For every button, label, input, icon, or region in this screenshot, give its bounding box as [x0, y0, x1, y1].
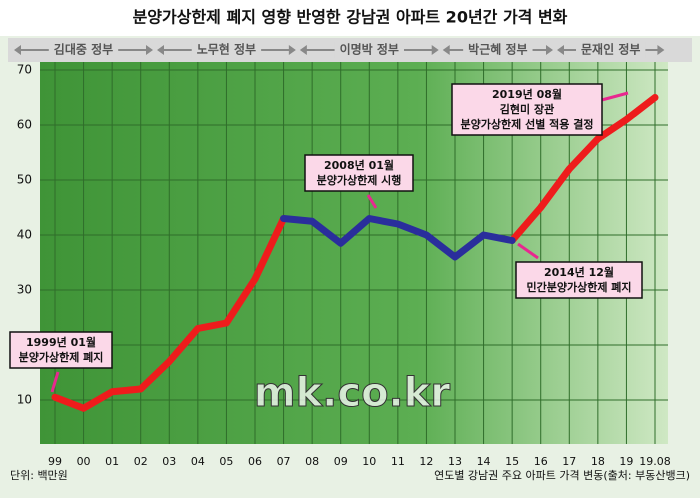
watermark: mk.co.kr — [254, 370, 450, 416]
x-tick-label: 14 — [477, 455, 491, 468]
annotation-text: 김현미 장관 — [500, 102, 554, 116]
x-tick-label: 03 — [162, 455, 176, 468]
era-label: 노무현 정부 — [197, 42, 256, 57]
era-label-bg — [576, 42, 646, 58]
annotation-text: 민간분양가상한제 폐지 — [526, 280, 631, 294]
x-tick-label: 19 — [619, 455, 633, 468]
x-tick-label: 17 — [562, 455, 576, 468]
annotation-text: 2014년 12월 — [544, 265, 614, 279]
source-note: 연도별 강남권 주요 아파트 가격 변동(출처: 부동산뱅크) — [434, 469, 690, 482]
era-label: 문재인 정부 — [581, 42, 640, 57]
x-tick-label: 18 — [591, 455, 605, 468]
y-tick-label: 30 — [17, 283, 32, 297]
y-tick-label: 60 — [17, 118, 32, 132]
x-tick-label: 19.08 — [639, 455, 671, 468]
unit-note: 단위: 백만원 — [10, 469, 68, 482]
era-label: 이명박 정부 — [340, 42, 399, 57]
y-tick-label: 50 — [17, 173, 32, 187]
x-tick-label: 99 — [48, 455, 62, 468]
x-tick-label: 02 — [134, 455, 148, 468]
x-tick-label: 13 — [448, 455, 462, 468]
era-label-bg — [334, 42, 404, 58]
annotation-box — [451, 83, 603, 136]
y-tick-label: 40 — [17, 228, 32, 242]
price-line — [51, 94, 659, 412]
x-tick-label: 00 — [77, 455, 91, 468]
annotation-text: 2008년 01월 — [324, 158, 394, 172]
annotation-text: 1999년 01월 — [26, 335, 96, 349]
x-tick-label: 04 — [191, 455, 205, 468]
price-line — [280, 215, 516, 261]
annotation-box — [9, 331, 113, 369]
x-tick-label: 10 — [362, 455, 376, 468]
annotation-text: 분양가상한제 폐지 — [19, 350, 104, 364]
era-label-bg — [48, 42, 119, 58]
annotation-box — [515, 261, 643, 299]
annotation-text: 분양가상한제 시행 — [317, 173, 402, 187]
x-tick-label: 11 — [391, 455, 405, 468]
era-label-bg — [191, 42, 262, 58]
annotation-arrow — [597, 91, 629, 103]
annotation-text: 2019년 08월 — [492, 87, 562, 101]
x-tick-label: 07 — [277, 455, 291, 468]
annotation-arrow — [366, 194, 378, 209]
y-tick-label: 70 — [17, 63, 32, 77]
y-tick-label: 10 — [17, 393, 32, 407]
chart-title: 분양가상한제 폐지 영향 반영한 강남권 아파트 20년간 가격 변화 — [133, 8, 568, 27]
x-tick-label: 05 — [219, 455, 233, 468]
x-tick-label: 09 — [334, 455, 348, 468]
x-tick-label: 06 — [248, 455, 262, 468]
title-band — [0, 0, 700, 36]
annotation-arrow — [517, 242, 539, 260]
annotation-arrow — [50, 371, 60, 393]
x-tick-label: 08 — [305, 455, 319, 468]
x-tick-label: 15 — [505, 455, 519, 468]
x-tick-label: 12 — [419, 455, 433, 468]
annotation-box — [304, 154, 414, 192]
era-label: 김대중 정부 — [54, 42, 113, 57]
era-label: 박근혜 정부 — [468, 42, 527, 57]
era-label-bg — [463, 42, 533, 58]
x-tick-label: 01 — [105, 455, 119, 468]
x-tick-label: 16 — [534, 455, 548, 468]
annotation-text: 분양가상한제 선별 적용 결정 — [461, 117, 594, 131]
